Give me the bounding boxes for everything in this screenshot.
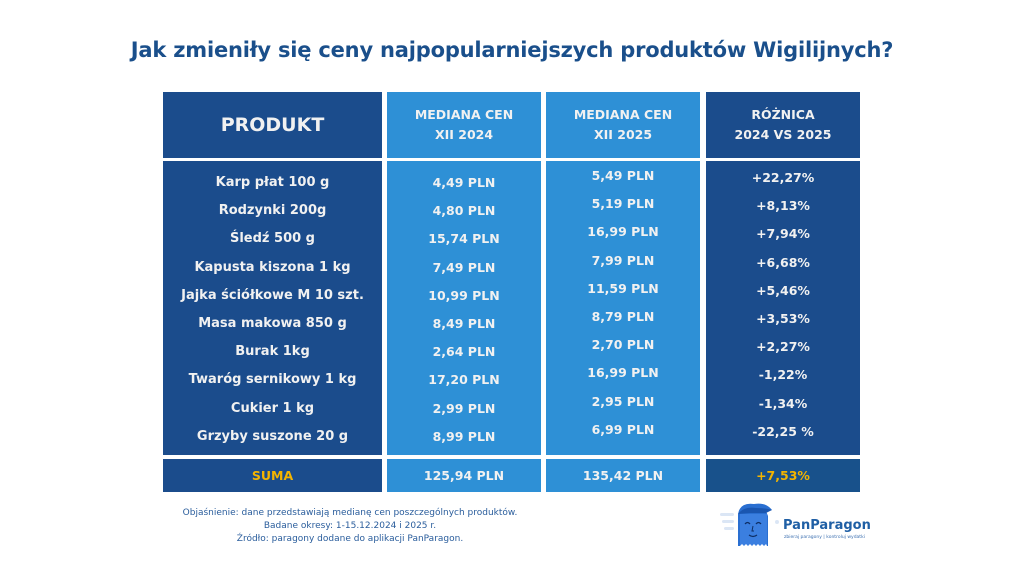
footnote-source: Źródło: paragony dodane do aplikacji Pan… xyxy=(236,534,464,544)
price-2025-cell: 16,99 PLN xyxy=(587,224,659,240)
column-products: Karp płat 100 g Rodzynki 200g Śledź 500 … xyxy=(163,161,382,455)
header-product-label: PRODUKT xyxy=(220,114,325,136)
column-median-2025: 5,49 PLN 5,19 PLN 16,99 PLN 7,99 PLN 11,… xyxy=(546,161,700,455)
price-2025-cell: 16,99 PLN xyxy=(587,365,659,381)
price-2025-cell: 8,79 PLN xyxy=(591,308,655,324)
difference-cell: -1,34% xyxy=(758,395,808,411)
page-title: Jak zmieniły się ceny najpopularniejszyc… xyxy=(130,38,894,62)
header-median-2025-line1: MEDIANA CEN xyxy=(573,107,673,122)
price-2024-cell: 2,99 PLN xyxy=(432,400,496,416)
price-2024-cell: 2,64 PLN xyxy=(432,344,496,360)
footnote-explanation: Objaśnienie: dane przedstawiają medianę … xyxy=(182,508,518,518)
panparagon-mascot-icon xyxy=(720,503,779,546)
difference-cell: +3,53% xyxy=(756,310,810,326)
column-median-2024: 4,49 PLN 4,80 PLN 15,74 PLN 7,49 PLN 10,… xyxy=(387,161,541,455)
price-2025-cell: 2,95 PLN xyxy=(591,393,655,409)
header-median-2025: MEDIANA CEN XII 2025 xyxy=(546,92,700,158)
sum-2024: 125,94 PLN xyxy=(387,459,541,492)
footnotes: Objaśnienie: dane przedstawiają medianę … xyxy=(150,507,550,546)
price-2024-cell: 7,49 PLN xyxy=(432,259,496,275)
product-cell: Cukier 1 kg xyxy=(230,400,315,416)
price-2024-cell: 8,99 PLN xyxy=(432,428,496,444)
price-2024-cell: 8,49 PLN xyxy=(432,315,496,331)
price-2024-cell: 4,80 PLN xyxy=(432,203,496,219)
product-cell: Masa makowa 850 g xyxy=(198,315,347,331)
header-median-2024: MEDIANA CEN XII 2024 xyxy=(387,92,541,158)
product-cell: Rodzynki 200g xyxy=(218,203,327,219)
price-2025-cell: 5,19 PLN xyxy=(591,196,655,212)
brand-tagline: zbieraj paragony | kontroluj wydatki xyxy=(784,535,865,540)
price-2024-cell: 15,74 PLN xyxy=(428,231,500,247)
product-cell: Grzyby suszone 20 g xyxy=(196,428,349,444)
difference-cell: -22,25 % xyxy=(752,423,814,439)
footnote-period: Badane okresy: 1-15.12.2024 i 2025 r. xyxy=(263,521,437,531)
price-2025-cell: 6,99 PLN xyxy=(591,421,655,437)
product-cell: Jajka ściółkowe M 10 szt. xyxy=(181,287,364,303)
difference-cell: +5,46% xyxy=(756,282,810,298)
product-cell: Karp płat 100 g xyxy=(215,175,330,190)
product-cell: Śledź 500 g xyxy=(229,231,315,247)
price-2024-cell: 4,49 PLN xyxy=(432,175,496,190)
price-2025-cell: 2,70 PLN xyxy=(591,337,655,353)
sum-label: SUMA xyxy=(163,459,382,492)
difference-cell: +6,68% xyxy=(756,254,810,270)
price-2025-cell: 11,59 PLN xyxy=(587,280,659,296)
price-2024-cell: 10,99 PLN xyxy=(428,287,500,303)
header-difference-line2: 2024 VS 2025 xyxy=(734,127,832,142)
difference-cell: -1,22% xyxy=(758,367,808,383)
difference-cell: +8,13% xyxy=(756,198,810,214)
header-median-2024-line2: XII 2024 xyxy=(434,127,494,142)
header-median-2024-line1: MEDIANA CEN xyxy=(414,107,514,122)
price-2024-cell: 17,20 PLN xyxy=(428,372,500,388)
product-cell: Twaróg sernikowy 1 kg xyxy=(188,372,357,388)
column-difference: +22,27% +8,13% +7,94% +6,68% +5,46% +3,5… xyxy=(706,161,860,455)
header-difference: RÓŻNICA 2024 VS 2025 xyxy=(706,92,860,158)
difference-cell: +7,94% xyxy=(756,226,810,242)
difference-cell: +22,27% xyxy=(751,170,815,185)
price-2025-cell: 5,49 PLN xyxy=(591,168,655,183)
header-product: PRODUKT xyxy=(163,92,382,158)
header-difference-line1: RÓŻNICA xyxy=(751,107,815,122)
sum-2025: 135,42 PLN xyxy=(546,459,700,492)
difference-cell: +2,27% xyxy=(756,339,810,355)
price-2025-cell: 7,99 PLN xyxy=(591,252,655,268)
sum-difference: +7,53% xyxy=(706,459,860,492)
product-cell: Kapusta kiszona 1 kg xyxy=(194,259,351,275)
product-cell: Burak 1kg xyxy=(235,344,310,360)
header-median-2025-line2: XII 2025 xyxy=(593,127,653,142)
brand-name: PanParagon xyxy=(783,518,871,533)
